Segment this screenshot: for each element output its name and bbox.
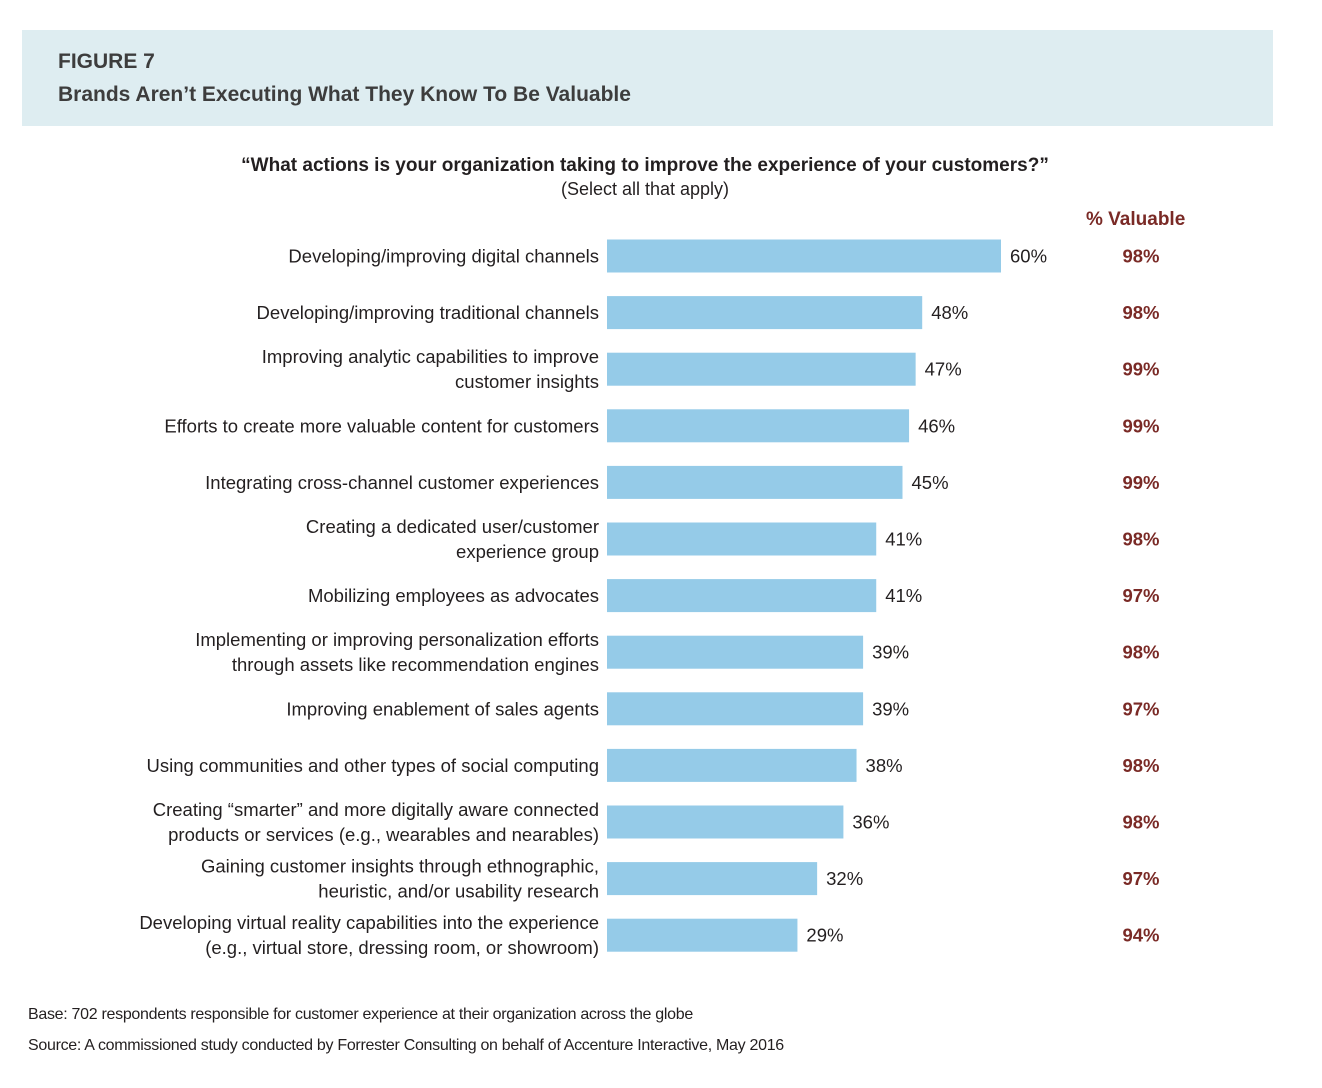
data-label: 48%	[931, 302, 968, 323]
bar	[607, 296, 923, 330]
bar	[607, 918, 798, 952]
valuable-percentage: 99%	[1122, 359, 1159, 380]
category-label: Using communities and other types of soc…	[147, 755, 599, 776]
data-label: 39%	[872, 642, 909, 663]
data-label: 60%	[1010, 246, 1047, 267]
valuable-percentage: 98%	[1122, 755, 1159, 776]
figure-header-band: FIGURE 7 Brands Aren’t Executing What Th…	[22, 30, 1273, 126]
bar	[607, 805, 844, 839]
valuable-percentage: 97%	[1122, 585, 1159, 606]
valuable-percentage: 98%	[1122, 246, 1159, 267]
bars-layer: Developing/improving digital channels 60%…	[139, 239, 1160, 958]
valuable-column-header: % Valuable	[1086, 209, 1186, 230]
data-label: 41%	[885, 529, 922, 550]
category-label: Developing/improving digital channels	[288, 246, 599, 267]
category-label: Developing/improving traditional channel…	[257, 302, 599, 323]
valuable-percentage: 97%	[1122, 868, 1159, 889]
data-label: 45%	[912, 472, 949, 493]
bar	[607, 635, 864, 669]
bar	[607, 465, 903, 499]
survey-question: “What actions is your organization takin…	[241, 155, 1049, 176]
category-label: (e.g., virtual store, dressing room, or …	[205, 937, 599, 958]
data-label: 47%	[925, 359, 962, 380]
category-label: Developing virtual reality capabilities …	[139, 912, 599, 933]
category-label: Integrating cross-channel customer exper…	[205, 472, 599, 493]
category-label: experience group	[456, 541, 599, 562]
data-label: 29%	[806, 925, 843, 946]
category-label: Efforts to create more valuable content …	[164, 415, 599, 436]
bar	[607, 579, 877, 613]
valuable-percentage: 97%	[1122, 698, 1159, 719]
figure-label: FIGURE 7	[58, 50, 155, 73]
data-label: 39%	[872, 698, 909, 719]
category-label: through assets like recommendation engin…	[232, 654, 599, 675]
category-label: Creating “smarter” and more digitally aw…	[153, 799, 599, 820]
category-label: Creating a dedicated user/customer	[306, 516, 599, 537]
valuable-percentage: 98%	[1122, 642, 1159, 663]
valuable-percentage: 94%	[1122, 925, 1159, 946]
category-label: heuristic, and/or usability research	[318, 881, 599, 902]
data-label: 46%	[918, 415, 955, 436]
data-label: 41%	[885, 585, 922, 606]
valuable-percentage: 98%	[1122, 529, 1159, 550]
bar	[607, 862, 818, 896]
valuable-percentage: 98%	[1122, 812, 1159, 833]
bar	[607, 239, 1001, 273]
footer-base-note: Base: 702 respondents responsible for cu…	[28, 1006, 693, 1023]
figure-title: Brands Aren’t Executing What They Know T…	[58, 83, 631, 106]
bar	[607, 522, 877, 556]
valuable-percentage: 98%	[1122, 302, 1159, 323]
category-label: Improving enablement of sales agents	[286, 698, 599, 719]
footer-source-note: Source: A commissioned study conducted b…	[28, 1037, 784, 1054]
data-label: 38%	[866, 755, 903, 776]
valuable-percentage: 99%	[1122, 415, 1159, 436]
data-label: 36%	[852, 812, 889, 833]
category-label: Mobilizing employees as advocates	[308, 585, 599, 606]
data-label: 32%	[826, 868, 863, 889]
category-label: products or services (e.g., wearables an…	[168, 824, 599, 845]
bar	[607, 409, 910, 443]
bar	[607, 692, 864, 726]
bar	[607, 352, 916, 386]
category-label: Implementing or improving personalizatio…	[195, 629, 599, 650]
valuable-percentage: 99%	[1122, 472, 1159, 493]
category-label: customer insights	[455, 371, 599, 392]
survey-instruction: (Select all that apply)	[560, 179, 730, 199]
bar	[607, 748, 857, 782]
category-label: Gaining customer insights through ethnog…	[201, 856, 599, 877]
category-label: Improving analytic capabilities to impro…	[262, 346, 599, 367]
